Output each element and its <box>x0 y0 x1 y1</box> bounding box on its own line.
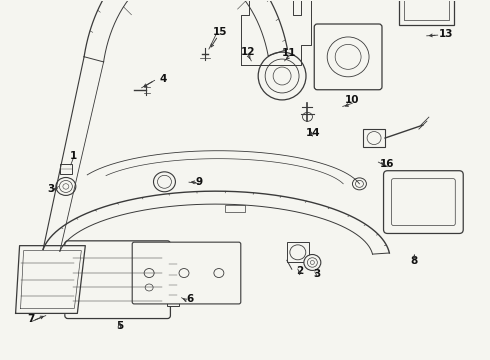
Text: 1: 1 <box>70 151 77 161</box>
Ellipse shape <box>214 269 224 278</box>
FancyBboxPatch shape <box>314 24 382 90</box>
Text: 15: 15 <box>212 27 227 37</box>
Text: 2: 2 <box>296 266 304 276</box>
Text: 3: 3 <box>48 184 55 194</box>
Text: 16: 16 <box>380 159 395 169</box>
Bar <box>404 0 449 20</box>
Text: 14: 14 <box>306 129 320 138</box>
Bar <box>225 205 245 212</box>
Text: 3: 3 <box>314 269 321 279</box>
Text: 10: 10 <box>345 95 360 105</box>
Text: 5: 5 <box>116 321 123 330</box>
FancyBboxPatch shape <box>384 171 463 234</box>
Text: 12: 12 <box>241 46 255 57</box>
Bar <box>363 129 385 147</box>
Bar <box>399 0 454 25</box>
Text: 7: 7 <box>27 314 35 324</box>
Text: 4: 4 <box>159 74 167 84</box>
Ellipse shape <box>153 172 175 192</box>
Bar <box>60 163 72 174</box>
FancyBboxPatch shape <box>132 242 241 304</box>
Bar <box>168 254 179 306</box>
Text: 8: 8 <box>411 256 418 266</box>
FancyBboxPatch shape <box>65 241 171 319</box>
Ellipse shape <box>144 269 154 278</box>
Ellipse shape <box>352 178 367 190</box>
Ellipse shape <box>258 52 306 100</box>
Ellipse shape <box>179 269 189 278</box>
Ellipse shape <box>56 177 76 195</box>
Ellipse shape <box>304 255 321 270</box>
Text: 6: 6 <box>187 294 194 304</box>
Text: 9: 9 <box>195 177 202 187</box>
Polygon shape <box>16 246 85 314</box>
Text: 11: 11 <box>282 48 296 58</box>
Text: 13: 13 <box>439 29 453 39</box>
Bar <box>287 242 309 262</box>
